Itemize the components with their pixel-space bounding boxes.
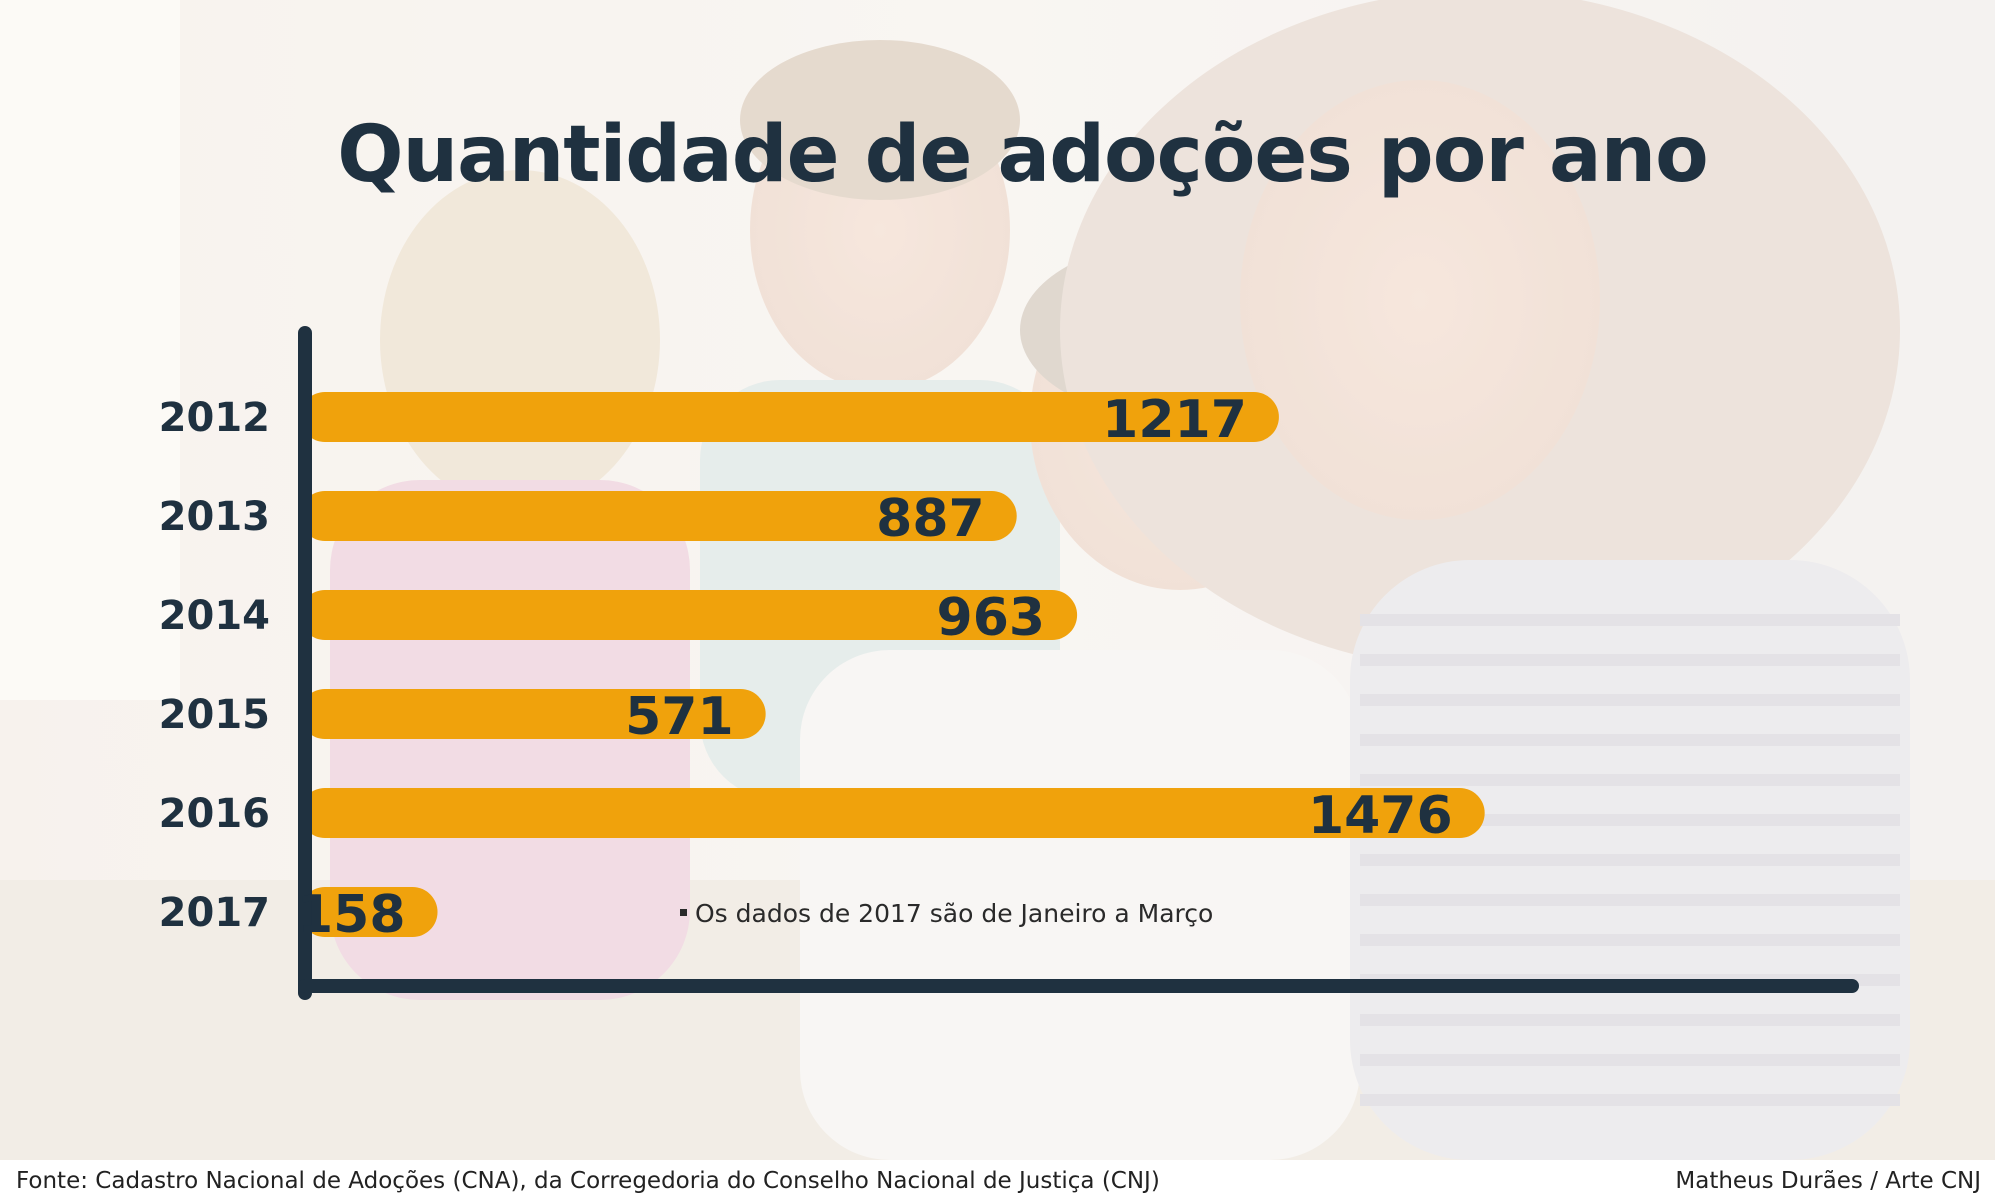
value-label-2012: 1217 <box>1102 390 1247 450</box>
value-label-2015: 571 <box>625 687 734 747</box>
bar-2014 <box>300 590 1078 640</box>
value-label-2014: 963 <box>937 588 1046 648</box>
tick-label-2014: 2014 <box>159 593 270 639</box>
bar-2012 <box>300 392 1279 442</box>
bar-2015 <box>300 689 766 739</box>
bars-group <box>300 392 1485 937</box>
bar-2013 <box>300 491 1017 541</box>
value-label-2017: 158 <box>297 885 406 945</box>
value-label-2016: 1476 <box>1308 786 1453 846</box>
value-label-2013: 887 <box>876 489 985 549</box>
value-labels-group: 1217 887 963 571 1476 158 <box>297 390 1453 945</box>
tick-label-2016: 2016 <box>159 791 270 837</box>
tick-label-2013: 2013 <box>159 494 270 540</box>
footer-bar <box>0 1160 1995 1200</box>
footnote: Os dados de 2017 são de Janeiro a Março <box>680 899 1213 928</box>
tick-labels-group: 2012 2013 2014 2015 2016 2017 <box>159 395 270 936</box>
tick-label-2012: 2012 <box>159 395 270 441</box>
axes-group <box>298 326 1859 1000</box>
bullet-icon <box>680 908 687 916</box>
footnote-text: Os dados de 2017 são de Janeiro a Março <box>695 899 1214 928</box>
bar-chart: 2012 2013 2014 2015 2016 2017 1217 887 963 571 14… <box>159 326 1859 1000</box>
tick-label-2015: 2015 <box>159 692 270 738</box>
tick-label-2017: 2017 <box>159 890 270 936</box>
bar-2017 <box>300 887 438 937</box>
chart-title: Quantidade de adoções por ano <box>337 110 1708 200</box>
credit-text: Matheus Durães / Arte CNJ <box>1675 1168 1981 1194</box>
bar-2016 <box>300 788 1485 838</box>
source-text: Fonte: Cadastro Nacional de Adoções (CNA… <box>16 1168 1160 1194</box>
